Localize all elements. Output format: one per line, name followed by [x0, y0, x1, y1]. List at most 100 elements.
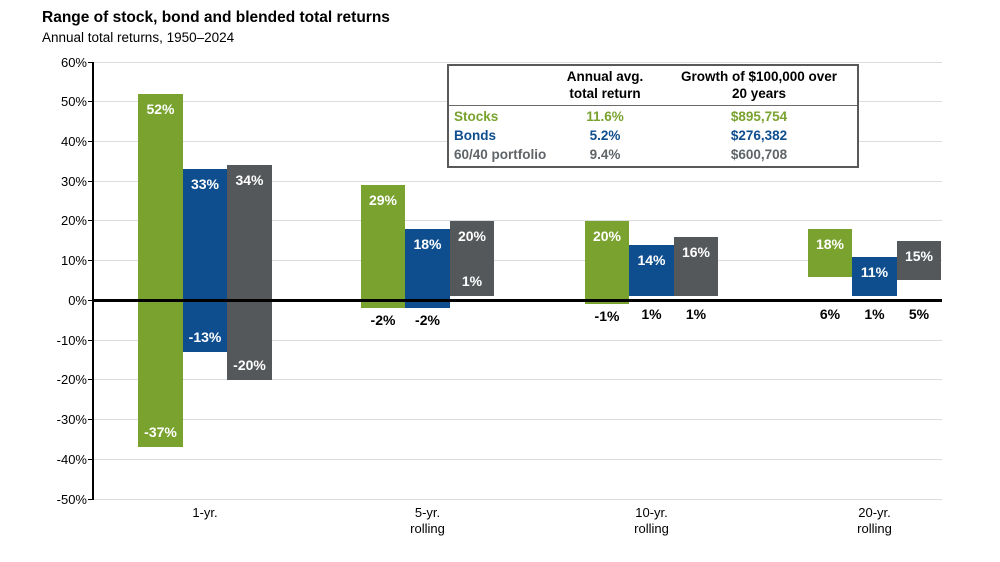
x-category-label-line: 20-yr.: [858, 505, 891, 520]
y-tick-label: 50%: [60, 94, 87, 110]
y-tick-mark: [88, 140, 93, 142]
bar-high-label: 14%: [637, 251, 666, 268]
bar-high-label: 52%: [146, 100, 175, 117]
range-bar-bonds: [629, 244, 674, 297]
bar-low-label: 1%: [641, 306, 662, 323]
gridline: [93, 379, 942, 381]
row-growth: $600,708: [730, 147, 788, 162]
range-bar-blended: [896, 240, 942, 281]
y-tick-mark: [88, 419, 93, 421]
y-tick-mark: [88, 101, 93, 103]
x-category-label-line: 1-yr.: [192, 505, 218, 520]
gridline: [93, 220, 942, 222]
y-tick-label: 10%: [60, 253, 87, 269]
y-tick-mark: [88, 379, 93, 381]
bar-low-label: 6%: [819, 306, 841, 323]
x-category-label: 10-yr. rolling: [582, 505, 722, 537]
range-bar-stocks: [360, 185, 406, 309]
bar-high-label: 20%: [457, 227, 487, 244]
y-tick-mark: [88, 180, 93, 182]
bar-low-label: -20%: [233, 356, 266, 373]
range-bar-bonds: [182, 169, 228, 352]
row-label: 60/40 portfolio: [454, 147, 547, 162]
range-bar-bonds: [852, 256, 897, 297]
bar-high-label: 33%: [190, 176, 220, 193]
gridline: [93, 180, 942, 182]
range-bar-stocks: [138, 93, 183, 448]
row-growth: $895,754: [730, 109, 788, 124]
chart-title: Range of stock, bond and blended total r…: [42, 9, 390, 26]
gridline: [93, 260, 942, 262]
bar-high-label: 29%: [368, 192, 398, 209]
bar-high-label: 11%: [860, 263, 889, 280]
y-tick-label: -30%: [56, 412, 87, 428]
y-tick-mark: [88, 458, 93, 460]
summary-table-header-row: Annual avg. total return Growth of $100,…: [449, 66, 857, 106]
bar-low-label: -13%: [188, 329, 222, 345]
x-category-label-line: 5-yr.: [414, 505, 441, 520]
bar-low-label: 1%: [461, 273, 483, 290]
bar-high-label: 20%: [592, 227, 622, 244]
x-category-label-line: rolling: [857, 521, 892, 536]
summary-table-body: Stocks 11.6% $895,754 Bonds 5.2% $276,38…: [449, 106, 857, 166]
bar-low-label: 1%: [864, 306, 885, 323]
summary-table-header-blank: [449, 68, 549, 102]
row-avg-return: 9.4%: [589, 147, 621, 162]
range-bar-blended: [227, 165, 272, 380]
zero-axis-line: [93, 299, 942, 302]
y-axis-line: [92, 62, 94, 500]
y-tick-mark: [88, 299, 93, 301]
y-tick-label: 0%: [68, 292, 87, 308]
summary-table: Annual avg. total return Growth of $100,…: [447, 64, 859, 168]
range-bar-stocks: [584, 220, 630, 305]
x-category-label-line: rolling: [410, 521, 445, 536]
row-label: Stocks: [454, 109, 499, 124]
bar-low-label: 1%: [685, 306, 707, 323]
gridline: [93, 498, 942, 500]
y-tick-label: -50%: [56, 491, 87, 507]
gridline: [93, 61, 942, 63]
header-avg-line1: Annual avg.: [566, 69, 644, 84]
y-tick-label: -40%: [56, 451, 87, 467]
summary-table-header-avg-return: Annual avg. total return: [549, 68, 661, 102]
x-category-label: 20-yr. rolling: [805, 505, 945, 537]
gridline: [93, 419, 942, 421]
bar-low-label: -2%: [370, 312, 396, 329]
y-tick-mark: [88, 339, 93, 341]
table-row-60-40-portfolio: 60/40 portfolio 9.4% $600,708: [449, 145, 857, 164]
table-row-stocks: Stocks 11.6% $895,754: [449, 107, 857, 126]
header-growth-line1: Growth of $100,000 over: [680, 69, 838, 84]
range-bar-blended: [673, 236, 719, 297]
bar-high-label: 34%: [235, 172, 264, 189]
y-tick-label: 30%: [60, 173, 87, 189]
row-label: Bonds: [454, 128, 496, 143]
gridline: [93, 339, 942, 341]
y-tick-mark: [88, 220, 93, 222]
y-tick-label: -10%: [56, 332, 87, 348]
bar-low-label: -1%: [594, 308, 620, 325]
chart-subtitle: Annual total returns, 1950–2024: [42, 30, 235, 45]
y-tick-mark: [88, 498, 93, 500]
bar-low-label: -37%: [144, 424, 177, 441]
y-tick-label: 20%: [60, 213, 87, 229]
table-row-bonds: Bonds 5.2% $276,382: [449, 126, 857, 145]
row-avg-return: 5.2%: [589, 128, 621, 143]
summary-table-header-growth: Growth of $100,000 over 20 years: [661, 68, 857, 102]
gridline: [93, 458, 942, 460]
header-avg-line2: total return: [569, 86, 641, 101]
y-tick-label: -20%: [56, 372, 87, 388]
range-bar-bonds: [405, 228, 450, 309]
y-tick-mark: [88, 61, 93, 63]
x-category-label-line: 10-yr.: [635, 505, 668, 520]
header-growth-line2: 20 years: [731, 86, 787, 101]
row-growth: $276,382: [730, 128, 788, 143]
y-tick-label: 60%: [60, 54, 87, 70]
bar-low-label: -2%: [415, 312, 440, 329]
x-category-label: 1-yr.: [135, 505, 275, 521]
bar-high-label: 18%: [413, 235, 442, 252]
bar-low-label: 5%: [908, 306, 930, 323]
y-tick-mark: [88, 260, 93, 262]
x-category-label: 5-yr. rolling: [358, 505, 498, 537]
bar-high-label: 15%: [904, 247, 934, 264]
